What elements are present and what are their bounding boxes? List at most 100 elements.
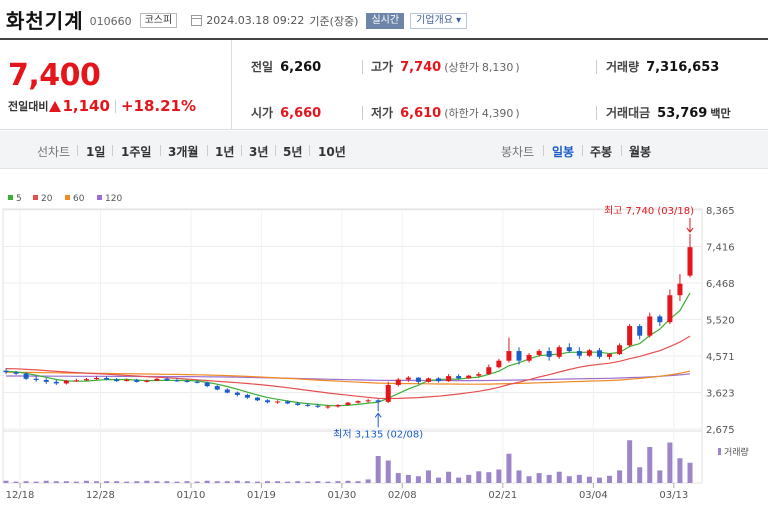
volume-bar: [234, 480, 240, 483]
candle-body: [23, 373, 29, 379]
candle-body: [3, 370, 9, 373]
volume-bar: [124, 481, 130, 483]
divider: [207, 145, 208, 156]
open-label: 시가: [251, 106, 274, 120]
volume-bar: [244, 481, 250, 483]
candle-body: [486, 367, 492, 375]
stock-name: 화천기계: [6, 8, 84, 33]
candle-body: [395, 379, 401, 385]
lower-limit-close: ): [515, 107, 520, 120]
amount-label: 거래대금: [606, 106, 651, 120]
candle-body: [305, 404, 311, 406]
volume-bar: [355, 481, 361, 483]
candle-body: [154, 378, 160, 381]
high-cell: 고가 7,740 (상한가 8,130 ): [371, 58, 520, 75]
y-tick-label: 6,468: [706, 279, 735, 290]
candle-body: [607, 354, 613, 357]
volume-bar: [174, 481, 180, 483]
y-tick-label: 2,675: [706, 425, 735, 436]
volume-bar: [395, 473, 401, 483]
period-10y[interactable]: 10년: [318, 145, 346, 159]
volume-bar: [365, 479, 371, 483]
calendar-icon: [191, 15, 203, 26]
legend-label: 20: [41, 194, 53, 204]
volume-bar: [104, 481, 110, 483]
x-tick-label: 03/13: [659, 490, 688, 501]
quote-panel: 7,400 전일대비 1,140 +18.21% 전일 6,260 고가 7,7…: [0, 38, 768, 130]
x-tick-label: 12/28: [86, 490, 115, 501]
prev-close-label: 전일: [251, 60, 274, 74]
volume-bar: [83, 480, 89, 483]
period-1d[interactable]: 1일: [86, 145, 106, 159]
volume-bar: [285, 481, 291, 483]
period-5y[interactable]: 5년: [283, 145, 303, 159]
candle-daily[interactable]: 일봉: [552, 145, 575, 159]
upper-limit-close: ): [515, 61, 520, 74]
divider: [275, 145, 276, 156]
candle-body: [496, 360, 502, 368]
x-tick-label: 02/08: [388, 490, 417, 501]
candle-body: [526, 354, 532, 361]
y-tick-label: 4,571: [706, 352, 735, 363]
quote-basis: 기준(장중): [309, 14, 359, 28]
period-bar: 선차트 1일 1주일 3개월 1년 3년 5년 10년 봉차트 일봉 주봉 월봉: [0, 131, 768, 169]
candle-body: [244, 394, 250, 398]
candle-body: [104, 378, 110, 380]
candle-body: [254, 397, 260, 401]
company-overview-button[interactable]: 기업개요 ▾: [410, 12, 468, 29]
period-1w[interactable]: 1주일: [121, 145, 152, 159]
legend-label: 60: [73, 194, 85, 204]
volume-bar: [194, 481, 200, 483]
realtime-button[interactable]: 실시간: [366, 12, 405, 29]
high-annotation: 최고 7,740 (03/18): [604, 205, 694, 217]
volume-bar: [345, 480, 351, 483]
volume-bar: [476, 471, 482, 483]
volume-bar: [576, 474, 582, 483]
candle-body: [385, 384, 391, 402]
divider: [621, 145, 622, 156]
candle-body: [63, 380, 69, 384]
lower-limit-label: (하한가: [444, 107, 479, 120]
volume-bar: [536, 473, 542, 483]
volume-bar: [516, 470, 522, 483]
prev-close-cell: 전일 6,260: [251, 58, 321, 75]
period-1y[interactable]: 1년: [215, 145, 235, 159]
open-cell: 시가 6,660: [251, 104, 321, 121]
stock-header: 화천기계 010660 코스피 2024.03.18 09:22 기준(장중) …: [0, 0, 768, 38]
ma120-line: [6, 373, 691, 382]
candle-body: [13, 372, 19, 374]
candle-body: [174, 380, 180, 382]
candle-body: [405, 377, 411, 380]
x-tick-label: 03/04: [579, 490, 608, 501]
low-arrow-icon: [374, 412, 382, 418]
candle-weekly[interactable]: 주봉: [590, 145, 613, 159]
period-3y[interactable]: 3년: [249, 145, 269, 159]
volume-bar: [647, 447, 653, 483]
candle-body: [456, 376, 462, 379]
candle-monthly[interactable]: 월봉: [629, 145, 652, 159]
ma60-line: [5, 370, 691, 385]
candle-body: [546, 351, 552, 357]
period-3m[interactable]: 3개월: [168, 145, 199, 159]
volume-label: 거래량: [606, 60, 640, 74]
candle-body: [144, 380, 150, 382]
high-arrow-icon: [686, 227, 694, 233]
y-tick-label: 3,623: [706, 389, 735, 400]
candle-chart-label: 봉차트: [501, 145, 535, 159]
line-chart-label: 선차트: [37, 145, 71, 159]
volume-bar: [154, 481, 160, 483]
volume-bar: [23, 481, 29, 483]
volume-bar: [43, 480, 49, 483]
candle-body: [265, 400, 271, 403]
volume-bar: [456, 477, 462, 483]
volume-bar: [546, 474, 552, 483]
divider: [114, 99, 116, 113]
candle-body: [53, 381, 59, 384]
volume-bar: [607, 475, 613, 483]
divider: [309, 145, 310, 156]
divider: [596, 106, 597, 120]
low-annotation: 최저 3,135 (02/08): [333, 428, 423, 440]
volume-bar: [436, 477, 442, 483]
candle-body: [345, 402, 351, 405]
candle-body: [275, 401, 281, 403]
